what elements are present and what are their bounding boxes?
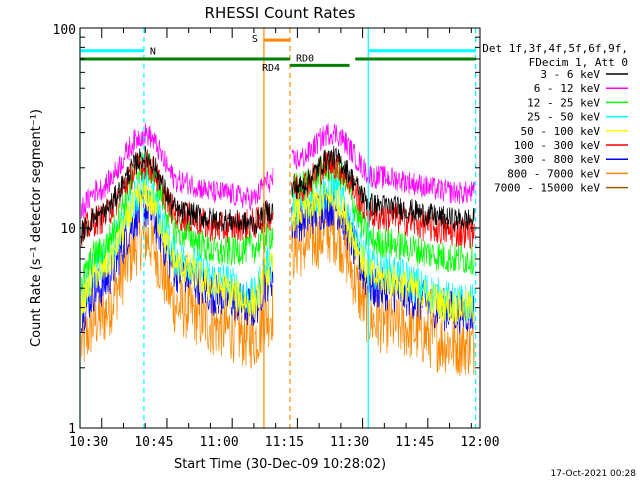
series-line-12-25kev-2 bbox=[291, 152, 475, 275]
legend-label: 100 - 300 keV bbox=[514, 139, 600, 152]
legend-header-line: Det 1f,3f,4f,5f,6f,9f, bbox=[482, 42, 628, 55]
series-line-6-12kev-1 bbox=[80, 123, 274, 219]
x-tick-label: 11:15 bbox=[265, 435, 304, 450]
x-axis: 10:30 10:45 11:00 11:15 11:30 11:45 12:00 bbox=[69, 28, 500, 450]
y-tick-label: 1 bbox=[68, 422, 76, 437]
series-line-800-7000kev-1 bbox=[80, 209, 274, 369]
x-tick-label: 11:45 bbox=[395, 435, 434, 450]
legend-label: 3 - 6 keV bbox=[540, 68, 600, 81]
status-label-4: RD4 bbox=[262, 63, 280, 74]
chart-title: RHESSI Count Rates bbox=[205, 4, 356, 22]
legend-label: 7000 - 15000 keV bbox=[494, 182, 600, 195]
legend-label: 50 - 100 keV bbox=[521, 125, 601, 138]
legend-label: 25 - 50 keV bbox=[527, 111, 600, 124]
status-label-1: N bbox=[150, 47, 156, 58]
x-tick-label: 10:45 bbox=[134, 435, 173, 450]
x-tick-label: 10:30 bbox=[69, 435, 108, 450]
status-label-5: RD0 bbox=[296, 53, 314, 64]
series-line-25-50kev-1 bbox=[80, 168, 274, 315]
series-line-50-100kev-1 bbox=[80, 178, 274, 321]
series-line-12-25kev-1 bbox=[80, 152, 274, 291]
y-axis: 1 10 100 bbox=[53, 23, 480, 437]
legend-label: 300 - 800 keV bbox=[514, 153, 600, 166]
series-line-100-300kev-1 bbox=[80, 149, 274, 248]
legend: Det 1f,3f,4f,5f,6f,9f,FDecim 1, Att 03 -… bbox=[482, 42, 628, 195]
x-tick-label: 11:00 bbox=[200, 435, 239, 450]
series-line-800-7000kev-2 bbox=[291, 203, 475, 377]
legend-label: 12 - 25 keV bbox=[527, 96, 600, 109]
status-label-3: S bbox=[252, 34, 258, 45]
series-line-3-6kev-1 bbox=[80, 145, 274, 244]
x-tick-label: 11:30 bbox=[330, 435, 369, 450]
legend-label: 800 - 7000 keV bbox=[507, 167, 600, 180]
plot-lines bbox=[80, 123, 475, 377]
legend-header-line: FDecim 1, Att 0 bbox=[529, 56, 628, 69]
legend-label: 6 - 12 keV bbox=[534, 82, 601, 95]
series-line-6-12kev-2 bbox=[291, 123, 475, 205]
y-axis-label: Count Rate (s⁻¹ detector segment⁻¹) bbox=[29, 109, 44, 347]
y-tick-label: 100 bbox=[53, 23, 76, 38]
x-tick-label: 12:00 bbox=[460, 435, 499, 450]
x-axis-label: Start Time (30-Dec-09 10:28:02) bbox=[174, 457, 386, 472]
series-line-50-100kev-2 bbox=[291, 184, 475, 325]
series-line-3-6kev-2 bbox=[291, 145, 475, 232]
y-tick-label: 10 bbox=[60, 222, 76, 237]
footer-timestamp: 17-Oct-2021 00:28 bbox=[551, 469, 637, 479]
series-line-25-50kev-2 bbox=[291, 170, 475, 324]
